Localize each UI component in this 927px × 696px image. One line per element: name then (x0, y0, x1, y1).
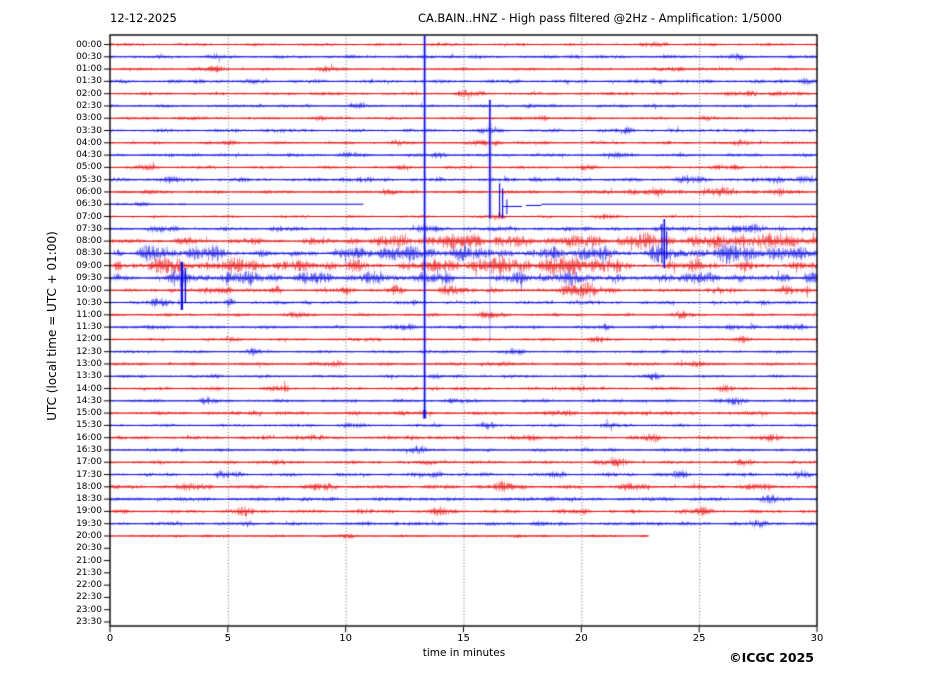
y-tick-label: 04:00 (76, 137, 102, 148)
y-tick-label: 06:00 (76, 186, 102, 197)
y-tick-label: 09:00 (76, 260, 102, 271)
y-tick-label: 05:00 (76, 162, 102, 173)
y-tick-label: 22:00 (76, 580, 102, 591)
x-tick-label: 0 (106, 633, 114, 644)
y-tick-label: 03:30 (76, 125, 102, 136)
y-tick-label: 20:30 (76, 543, 102, 554)
date-label: 12-12-2025 (110, 11, 177, 25)
x-tick-label: 20 (574, 633, 588, 644)
x-axis-label: time in minutes (422, 647, 506, 659)
y-tick-label: 17:30 (76, 469, 102, 480)
y-tick-label: 15:00 (76, 408, 102, 419)
y-tick-label: 02:30 (76, 100, 102, 111)
y-tick-label: 01:00 (76, 64, 102, 75)
y-tick-label: 07:00 (76, 211, 102, 222)
y-tick-label: 20:00 (76, 530, 102, 541)
y-tick-label: 18:30 (76, 494, 102, 505)
y-tick-label: 00:00 (76, 39, 102, 50)
y-tick-label: 13:00 (76, 358, 102, 369)
y-tick-label: 21:30 (76, 567, 102, 578)
plot-title: CA.BAIN..HNZ - High pass filtered @2Hz -… (418, 11, 782, 25)
y-tick-label: 19:00 (76, 506, 102, 517)
x-tick-label: 15 (457, 633, 470, 644)
y-tick-label: 08:00 (76, 236, 102, 247)
y-tick-label: 07:30 (76, 223, 102, 234)
y-tick-label: 17:00 (76, 457, 102, 468)
y-tick-label: 03:00 (76, 113, 102, 124)
y-tick-label: 06:30 (76, 199, 102, 210)
y-tick-label: 23:30 (76, 616, 102, 627)
y-tick-label: 04:30 (76, 150, 102, 161)
x-tick-label: 5 (224, 633, 232, 644)
y-tick-label: 11:00 (76, 309, 102, 320)
y-tick-label: 02:00 (76, 88, 102, 99)
x-tick-label: 25 (692, 633, 706, 644)
x-tick-label: 10 (339, 633, 353, 644)
y-tick-label: 12:30 (76, 346, 102, 357)
y-tick-label: 23:00 (76, 604, 102, 615)
y-tick-label: 13:30 (76, 371, 102, 382)
y-tick-label: 16:30 (76, 444, 102, 455)
y-tick-label: 00:30 (76, 51, 102, 62)
y-tick-label: 10:30 (76, 297, 102, 308)
y-tick-label: 14:00 (76, 383, 102, 394)
y-tick-label: 09:30 (76, 272, 102, 283)
y-tick-label: 19:30 (76, 518, 102, 529)
y-tick-label: 18:00 (76, 481, 102, 492)
y-tick-label: 12:00 (76, 334, 102, 345)
y-tick-label: 15:30 (76, 420, 102, 431)
y-tick-label: 10:00 (76, 285, 102, 296)
x-tick-label: 30 (810, 633, 824, 644)
y-tick-label: 05:30 (76, 174, 102, 185)
y-tick-label: 01:30 (76, 76, 102, 87)
y-tick-label: 08:30 (76, 248, 102, 259)
copyright-label: ©ICGC 2025 (729, 650, 814, 665)
y-tick-label: 22:30 (76, 592, 102, 603)
y-tick-label: 11:30 (76, 322, 102, 333)
y-tick-label: 16:00 (76, 432, 102, 443)
y-tick-label: 14:30 (76, 395, 102, 406)
y-tick-label: 21:00 (76, 555, 102, 566)
